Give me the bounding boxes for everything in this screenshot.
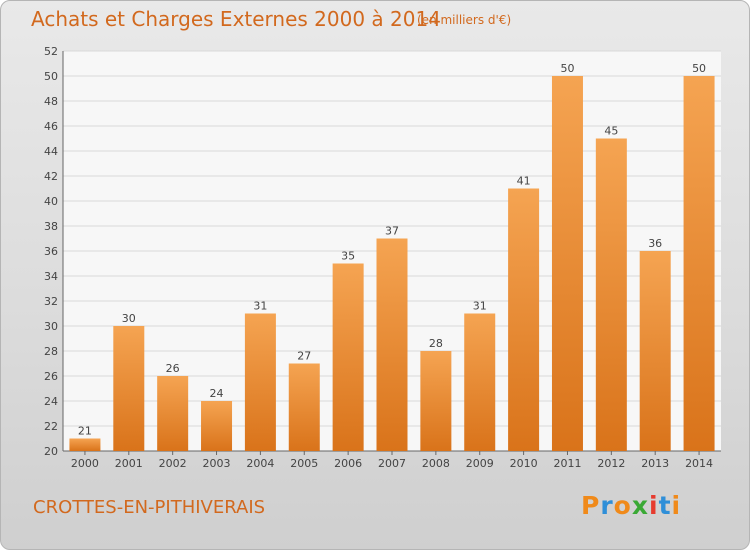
bar-value-label: 50 xyxy=(560,62,574,75)
y-tick-label: 32 xyxy=(44,295,58,308)
x-tick-label: 2011 xyxy=(553,457,581,470)
y-tick-label: 22 xyxy=(44,420,58,433)
x-tick-label: 2010 xyxy=(510,457,538,470)
bar xyxy=(69,438,101,451)
y-tick-label: 50 xyxy=(44,70,58,83)
y-tick-label: 46 xyxy=(44,120,58,133)
y-tick-label: 20 xyxy=(44,445,58,458)
x-tick-label: 2012 xyxy=(597,457,625,470)
bar xyxy=(595,138,627,451)
bar xyxy=(420,351,452,451)
bar xyxy=(639,251,671,451)
y-tick-label: 28 xyxy=(44,345,58,358)
bar-value-label: 21 xyxy=(78,425,92,438)
bar xyxy=(464,313,496,451)
x-tick-label: 2001 xyxy=(115,457,143,470)
y-tick-label: 52 xyxy=(44,45,58,58)
y-tick-label: 34 xyxy=(44,270,58,283)
bar xyxy=(244,313,276,451)
logo-letter: i xyxy=(671,491,682,520)
logo-letter: x xyxy=(631,491,649,520)
bar xyxy=(376,238,408,451)
logo-letter: P xyxy=(581,491,601,520)
bar-value-label: 31 xyxy=(473,300,487,313)
y-tick-label: 42 xyxy=(44,170,58,183)
x-tick-label: 2002 xyxy=(159,457,187,470)
bar xyxy=(288,363,320,451)
y-tick-label: 30 xyxy=(44,320,58,333)
logo-letter: o xyxy=(613,491,632,520)
bar-value-label: 31 xyxy=(253,300,267,313)
bar xyxy=(551,76,583,451)
logo-letter: t xyxy=(658,491,672,520)
bar-value-label: 30 xyxy=(122,312,136,325)
bar-value-label: 50 xyxy=(692,62,706,75)
chart-title: Achats et Charges Externes 2000 à 2014 xyxy=(31,7,441,31)
bar xyxy=(508,188,540,451)
proxiti-logo[interactable]: Proxiti xyxy=(581,491,681,520)
bar xyxy=(201,401,233,451)
x-tick-label: 2005 xyxy=(290,457,318,470)
y-tick-label: 24 xyxy=(44,395,58,408)
bar-value-label: 28 xyxy=(429,337,443,350)
x-tick-label: 2008 xyxy=(422,457,450,470)
bar-value-label: 41 xyxy=(517,175,531,188)
x-tick-label: 2000 xyxy=(71,457,99,470)
bar xyxy=(113,326,145,451)
logo-letter: i xyxy=(649,491,659,520)
y-tick-label: 38 xyxy=(44,220,58,233)
y-tick-label: 36 xyxy=(44,245,58,258)
x-tick-label: 2003 xyxy=(203,457,231,470)
x-tick-label: 2004 xyxy=(246,457,274,470)
x-tick-label: 2009 xyxy=(466,457,494,470)
x-tick-label: 2006 xyxy=(334,457,362,470)
chart-subtitle: (en milliers d'€) xyxy=(417,13,512,27)
commune-name: CROTTES-EN-PITHIVERAIS xyxy=(33,497,266,518)
y-tick-label: 44 xyxy=(44,145,58,158)
y-tick-label: 40 xyxy=(44,195,58,208)
x-tick-label: 2013 xyxy=(641,457,669,470)
bar-value-label: 45 xyxy=(604,125,618,138)
bar xyxy=(683,76,715,451)
logo-letter: r xyxy=(600,491,614,520)
bar xyxy=(157,376,189,451)
bar-value-label: 35 xyxy=(341,250,355,263)
y-tick-label: 48 xyxy=(44,95,58,108)
bar-value-label: 26 xyxy=(166,362,180,375)
bar xyxy=(332,263,364,451)
y-tick-label: 26 xyxy=(44,370,58,383)
bar-value-label: 36 xyxy=(648,237,662,250)
bar-value-label: 24 xyxy=(210,387,224,400)
bar-value-label: 27 xyxy=(297,350,311,363)
x-tick-label: 2007 xyxy=(378,457,406,470)
x-tick-label: 2014 xyxy=(685,457,713,470)
bar-value-label: 37 xyxy=(385,225,399,238)
